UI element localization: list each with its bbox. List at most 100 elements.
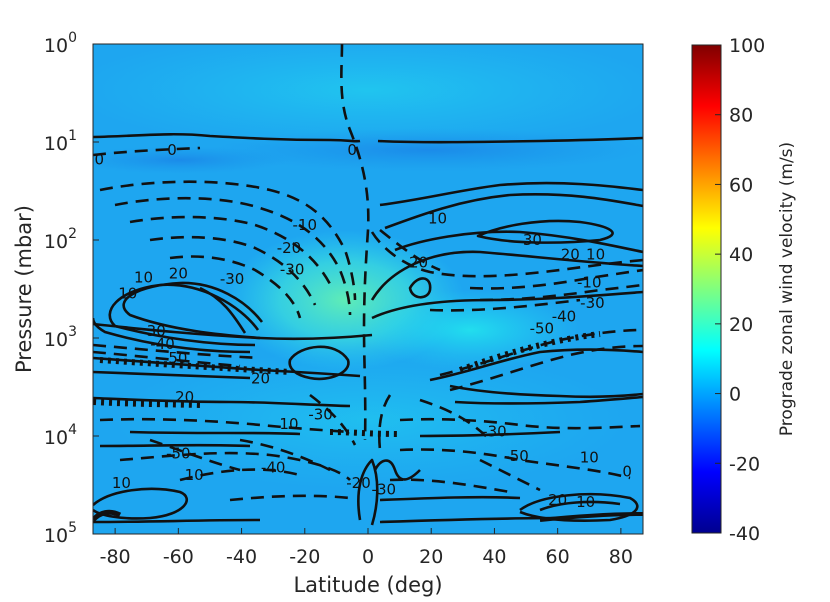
contour-lower-equatorial [357,458,379,526]
contour-label: -10 [577,273,602,291]
contour-lower-northern-inner [539,500,621,512]
colorbar-tick-label: -20 [729,453,760,475]
contour-upper-right-band [379,228,441,272]
contour-label: -50 [163,349,188,367]
contour-lower-field-j [309,393,357,446]
y-tick-label: 102 [44,226,77,253]
contour-northern-30 [476,219,614,244]
contour-label: -30 [482,423,507,441]
contour-label: 20 [251,370,270,388]
contour-bottom-band-left [93,518,261,524]
x-tick-label: 60 [546,546,570,568]
contour-northern-20 [384,193,643,230]
colorbar-tick-label: 80 [729,105,753,127]
contour-southern-neg30 [129,215,335,291]
contour-label: 30 [147,322,166,340]
contour-zero-upper-left [93,132,361,143]
contour-layer-10000-right [419,430,561,438]
x-tick-label: -40 [226,546,257,568]
contour-label: 10 [279,415,298,433]
contour-zero-upper-right [377,136,643,144]
contour-lower-field-g [229,494,351,502]
contour-northern-10 [379,181,643,207]
contour-northern-jet-inner [394,230,643,254]
contour-bottom-band-right [379,516,561,524]
contour-layer-6000-right [449,384,643,399]
contour-southern-neg40 [149,235,317,306]
field-upper-layer [93,44,643,150]
contour-label: 10 [428,209,447,227]
colorbar-tick-label: 60 [729,174,753,196]
contour-label: 10 [185,466,204,484]
y-tick-label: 101 [44,128,77,155]
x-tick-label: 40 [482,546,506,568]
contour-northern-neg30 [469,268,643,290]
contour-label: -10 [571,493,596,511]
contour-southern-neg50 [169,255,302,319]
contour-label: -30 [580,294,605,312]
x-tick-label: 80 [609,546,633,568]
contour-label: 20 [169,265,188,283]
contour-midlevel-left-b [93,350,241,368]
contour-label: 0 [622,462,632,480]
contour-label: 10 [580,448,599,466]
colorbar-tick-label: 20 [729,314,753,336]
contour-lower-field-k [378,394,392,451]
contour-label: -10 [293,216,318,234]
contour-label: 10 [118,284,137,302]
contour-lower-field-i [419,398,491,441]
contour-layer-10000 [129,430,301,436]
x-tick-label: 0 [362,546,374,568]
contour-southern-30 [122,281,264,340]
x-tick-label: -60 [163,546,194,568]
contour-layer-12000-left [99,443,251,448]
contour-label: -30 [220,270,245,288]
contour-upper-left-zero [93,146,201,157]
contour-equator-zero [340,44,370,441]
contour-lines-dashed [93,44,643,502]
contour-label: -50 [166,444,191,462]
contour-label: -50 [530,320,555,338]
contour-label: 30 [523,231,542,249]
contour-lower-field-e [399,448,631,480]
colorbar [691,44,722,534]
contour-midlevel-right-b [449,344,643,392]
contour-lower-field-f [389,478,511,494]
contour-northern-neg40 [479,283,643,302]
contour-label: -20 [346,474,371,492]
colorbar-tick-label: 40 [729,244,753,266]
contour-label: 0 [347,141,357,159]
contour-northern-core [408,277,432,299]
contour-lower-field-l [149,438,241,472]
contour-label: 20 [409,254,428,272]
contour-lower-field-m [479,458,541,492]
y-tick-label: 100 [44,30,77,57]
contour-southern-neg10 [99,180,357,301]
y-axis-label: Pressure (mbar) [12,205,36,373]
contour-lower-southern-ring [93,487,188,520]
contour-label: -30 [372,480,397,498]
x-tick-label: 20 [419,546,443,568]
contour-label: 20 [561,245,580,263]
contour-lines [93,132,643,526]
colorbar-tick-label: 100 [729,35,765,57]
contour-midlevel-left-a [93,343,261,360]
contour-label: -40 [150,335,175,353]
field-dark-band-left [93,146,290,174]
y-axis-ticks: 100 101 102 103 104 105 [44,30,99,547]
contour-southern-jet-20 [199,286,247,334]
contour-label: 10 [586,245,605,263]
contour-lower-field-a [99,417,351,434]
contour-layer-3000-right [429,348,643,382]
contour-bottom-strip-right [539,512,643,522]
contour-southern-outer [93,322,373,341]
contour-southern-neg20 [114,196,352,316]
contour-label: -40 [261,459,286,477]
contour-label: 10 [112,474,131,492]
contour-northern-neg50 [429,298,581,312]
colorbar-tick-label: -40 [729,523,760,545]
contour-label: -50 [504,447,529,465]
field-lower-layer [110,350,630,490]
